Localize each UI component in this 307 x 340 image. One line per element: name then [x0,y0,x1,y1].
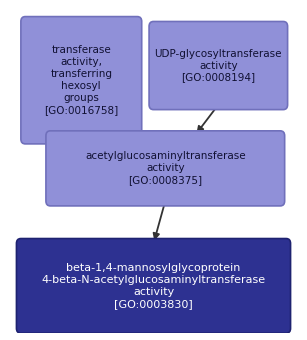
FancyBboxPatch shape [17,239,290,333]
Text: acetylglucosaminyltransferase
activity
[GO:0008375]: acetylglucosaminyltransferase activity [… [85,151,246,185]
FancyBboxPatch shape [21,17,142,144]
FancyBboxPatch shape [149,21,288,109]
Text: beta-1,4-mannosylglycoprotein
4-beta-N-acetylglucosaminyltransferase
activity
[G: beta-1,4-mannosylglycoprotein 4-beta-N-a… [41,263,266,309]
FancyBboxPatch shape [46,131,285,206]
Text: UDP-glycosyltransferase
activity
[GO:0008194]: UDP-glycosyltransferase activity [GO:000… [155,49,282,83]
Text: transferase
activity,
transferring
hexosyl
groups
[GO:0016758]: transferase activity, transferring hexos… [44,45,119,115]
